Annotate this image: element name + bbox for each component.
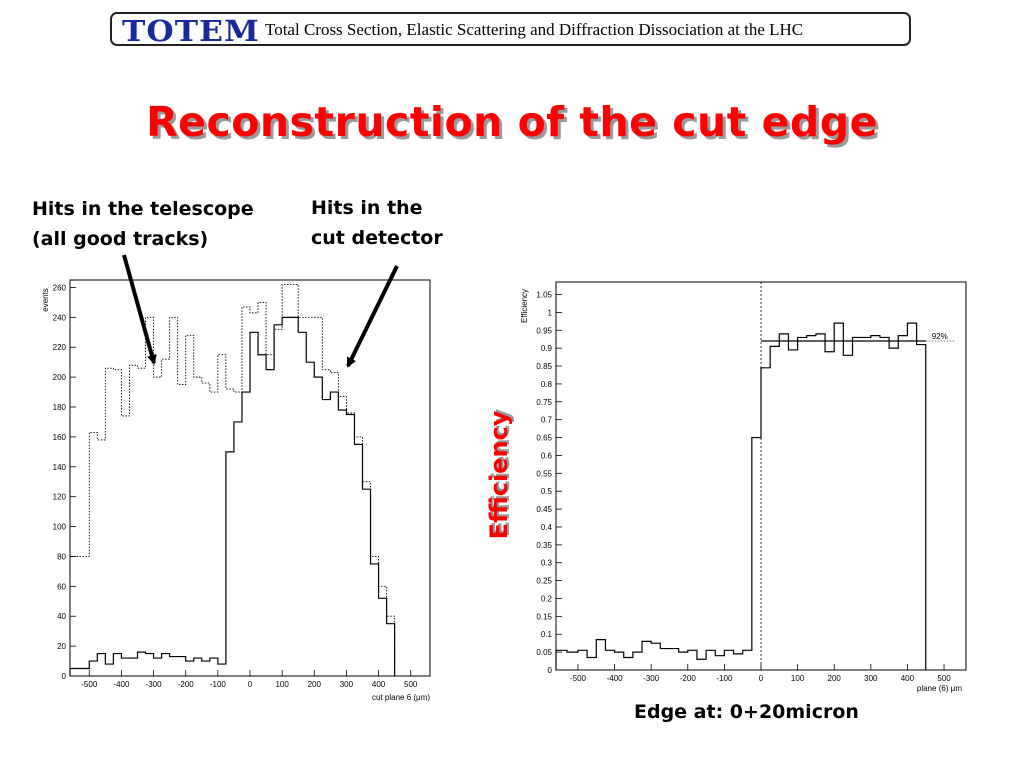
telescope-arrow — [122, 254, 157, 365]
telescope-hits-series — [69, 284, 396, 676]
events-x-tick-label: 200 — [308, 680, 322, 689]
efficiency-x-tick-label: 0 — [759, 674, 764, 683]
telescope-annotation: Hits in the telescope (all good tracks) — [32, 194, 254, 254]
efficiency-y-tick-label: 0.25 — [536, 577, 552, 586]
events-x-tick-label: -400 — [113, 680, 130, 689]
efficiency-y-tick-label: 0 — [548, 666, 553, 675]
events-x-tick-label: -200 — [178, 680, 195, 689]
efficiency-y-tick-label: 0.6 — [541, 451, 553, 460]
efficiency-y-tick-label: 0.4 — [541, 523, 553, 532]
events-y-tick-label: 140 — [53, 463, 67, 472]
events-x-tick-label: 100 — [275, 680, 289, 689]
efficiency-x-tick-label: 400 — [901, 674, 915, 683]
events-x-axis-title: cut plane 6 (μm) — [372, 693, 430, 702]
efficiency-y-tick-label: 0.05 — [536, 648, 552, 657]
efficiency-y-tick-label: 0.3 — [541, 559, 553, 568]
events-y-tick-label: 240 — [53, 313, 67, 322]
events-x-tick-label: 0 — [248, 680, 253, 689]
efficiency-y-tick-label: 0.8 — [541, 380, 553, 389]
efficiency-x-tick-label: 500 — [937, 674, 951, 683]
efficiency-y-tick-label: 0.2 — [541, 594, 553, 603]
efficiency-y-tick-label: 0.5 — [541, 487, 553, 496]
events-y-tick-label: 200 — [53, 373, 67, 382]
events-x-tick-label: -500 — [81, 680, 98, 689]
efficiency-y-tick-label: 1.05 — [536, 291, 552, 300]
events-x-tick-label: -300 — [146, 680, 163, 689]
efficiency-y-tick-label: 0.65 — [536, 434, 552, 443]
events-y-tick-label: 20 — [57, 642, 66, 651]
telescope-annotation-line2: (all good tracks) — [32, 228, 209, 250]
cut-annotation-line2: cut detector — [311, 227, 443, 249]
efficiency-y-tick-label: 0.15 — [536, 612, 552, 621]
events-y-tick-label: 40 — [57, 612, 66, 621]
efficiency-y-axis-title: Efficiency — [520, 289, 529, 323]
efficiency-y-tick-label: 0.55 — [536, 469, 552, 478]
efficiency-x-tick-label: -100 — [716, 674, 733, 683]
events-histogram: -500 -400 -300 -200 -100 0 100 200 300 400 500 0 20 4… — [41, 279, 431, 702]
efficiency-x-tick-label: 100 — [791, 674, 805, 683]
efficiency-x-axis-title: plane (6) μm — [917, 684, 962, 693]
efficiency-y-tick-label: 0.45 — [536, 505, 552, 514]
events-y-tick-label: 100 — [53, 523, 67, 532]
events-y-tick-label: 180 — [53, 403, 67, 412]
totem-logo: TOTEM — [122, 14, 260, 48]
efficiency-fit-label: 92% — [932, 332, 948, 341]
events-x-tick-label: -100 — [210, 680, 227, 689]
efficiency-y-tick-label: 0.35 — [536, 541, 552, 550]
events-y-tick-label: 0 — [62, 672, 67, 681]
events-y-axis-title: events — [41, 288, 50, 312]
events-x-tick-label: 400 — [372, 680, 386, 689]
efficiency-x-tick-label: -400 — [607, 674, 624, 683]
efficiency-x-tick-label: -500 — [570, 674, 587, 683]
cut-detector-hits-series — [69, 316, 396, 676]
telescope-annotation-line1: Hits in the telescope — [32, 198, 254, 220]
efficiency-y-tick-label: 0.7 — [541, 416, 553, 425]
efficiency-y-tick-label: 0.75 — [536, 398, 552, 407]
events-x-tick-label: 300 — [340, 680, 354, 689]
efficiency-y-tick-label: 0.95 — [536, 326, 552, 335]
efficiency-x-tick-label: -300 — [643, 674, 660, 683]
efficiency-y-tick-label: 0.9 — [541, 344, 553, 353]
events-y-tick-label: 160 — [53, 433, 67, 442]
efficiency-series — [555, 322, 927, 670]
efficiency-y-tick-label: 1 — [548, 308, 553, 317]
cut-detector-annotation: Hits in the cut detector — [311, 193, 443, 253]
events-y-tick-label: 220 — [53, 343, 67, 352]
events-y-tick-label: 120 — [53, 493, 67, 502]
edge-position-text: Edge at: 0+20micron — [634, 701, 859, 723]
header-banner: TOTEM Total Cross Section, Elastic Scatt… — [110, 12, 911, 48]
events-y-tick-label: 60 — [57, 582, 66, 591]
slide-title: Reconstruction of the cut edge — [146, 98, 878, 146]
efficiency-y-tick-label: 0.85 — [536, 362, 552, 371]
efficiency-x-tick-label: 200 — [828, 674, 842, 683]
events-y-tick-label: 260 — [53, 283, 67, 292]
cut-annotation-line1: Hits in the — [311, 197, 423, 219]
efficiency-y-tick-label: 0.1 — [541, 630, 553, 639]
events-x-tick-label: 500 — [404, 680, 418, 689]
efficiency-x-tick-label: 300 — [864, 674, 878, 683]
header-subtitle: Total Cross Section, Elastic Scattering … — [265, 20, 804, 39]
events-y-tick-label: 80 — [57, 552, 66, 561]
efficiency-histogram: -500 -400 -300 -200 -100 0 100 200 300 400 500 0 0.0… — [520, 281, 967, 693]
cut-detector-arrow — [346, 265, 399, 368]
efficiency-x-tick-label: -200 — [680, 674, 697, 683]
